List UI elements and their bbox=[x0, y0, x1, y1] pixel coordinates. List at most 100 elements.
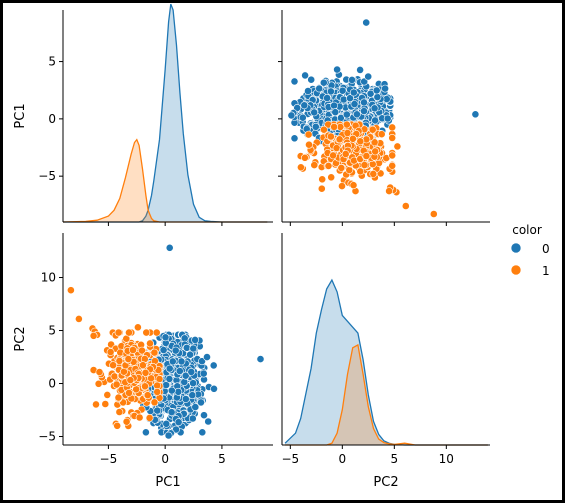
scatter-point-series-1 bbox=[337, 163, 346, 172]
scatter-point-series-1 bbox=[122, 417, 131, 426]
panel-pc1-diag-ytick-label: −5 bbox=[38, 169, 56, 183]
scatter-point-series-1 bbox=[150, 348, 159, 357]
scatter-point-series-1 bbox=[345, 166, 354, 174]
scatter-point-series-1 bbox=[329, 151, 337, 160]
scatter-point-series-0 bbox=[304, 87, 312, 95]
scatter-point-series-1 bbox=[349, 181, 358, 190]
scatter-point-series-0 bbox=[323, 94, 331, 102]
scatter-point-series-0 bbox=[200, 411, 208, 420]
scatter-point-series-1 bbox=[388, 161, 397, 170]
scatter-point-series-0 bbox=[373, 93, 382, 101]
scatter-point-series-1 bbox=[114, 393, 123, 402]
scatter-point-series-0 bbox=[174, 387, 183, 396]
scatter-point-series-0 bbox=[177, 357, 186, 366]
scatter-point-series-0 bbox=[189, 379, 197, 388]
scatter-point-series-1 bbox=[324, 161, 333, 170]
panel-pc2-vs-pc1-ytick-label: 10 bbox=[41, 271, 56, 285]
scatter-point-series-1 bbox=[103, 390, 112, 399]
scatter-point-series-0 bbox=[339, 95, 348, 104]
scatter-point-series-0 bbox=[167, 408, 176, 417]
panel-pc2-vs-pc1-ytick-label: 0 bbox=[48, 377, 56, 391]
scatter-point-series-0 bbox=[356, 66, 364, 74]
scatter-point-series-0 bbox=[188, 414, 197, 423]
scatter-point-series-0 bbox=[360, 107, 368, 115]
panel-pc1-diag-ytick-label: 0 bbox=[48, 112, 56, 126]
scatter-point-series-1 bbox=[75, 314, 83, 323]
scatter-point-series-0 bbox=[180, 378, 189, 386]
legend-title: color bbox=[512, 223, 542, 237]
scatter-point-series-0 bbox=[210, 384, 218, 393]
scatter-point-series-0 bbox=[256, 355, 265, 363]
x-axis-label-pc2: PC2 bbox=[373, 475, 398, 490]
scatter-point-series-1 bbox=[150, 398, 159, 407]
scatter-point-series-0 bbox=[311, 122, 320, 131]
scatter-point-series-0 bbox=[342, 110, 351, 119]
scatter-point-series-1 bbox=[305, 140, 313, 149]
scatter-point-series-1 bbox=[341, 150, 350, 158]
scatter-point-series-1 bbox=[141, 382, 149, 391]
scatter-point-series-1 bbox=[129, 346, 137, 354]
scatter-point-series-0 bbox=[346, 94, 354, 103]
scatter-point-series-1 bbox=[94, 379, 103, 388]
scatter-point-series-1 bbox=[133, 323, 142, 332]
scatter-point-series-1 bbox=[109, 361, 117, 370]
panel-pc2-vs-pc1-ytick-label: −5 bbox=[38, 430, 56, 444]
scatter-point-series-1 bbox=[115, 356, 124, 365]
scatter-point-series-0 bbox=[348, 76, 356, 84]
scatter-point-series-1 bbox=[332, 144, 341, 152]
scatter-point-series-0 bbox=[197, 398, 205, 407]
scatter-point-series-0 bbox=[172, 425, 180, 434]
scatter-point-series-0 bbox=[168, 357, 177, 366]
scatter-point-series-1 bbox=[370, 138, 379, 147]
scatter-point-series-0 bbox=[186, 350, 194, 359]
scatter-point-series-1 bbox=[377, 130, 386, 139]
panel-pc2-vs-pc1-xtick-label: 0 bbox=[161, 452, 169, 466]
scatter-point-series-1 bbox=[106, 348, 115, 356]
scatter-point-series-1 bbox=[388, 151, 397, 160]
scatter-point-series-1 bbox=[125, 328, 133, 337]
scatter-point-series-0 bbox=[352, 110, 361, 119]
scatter-point-series-0 bbox=[189, 344, 198, 353]
scatter-point-series-0 bbox=[164, 431, 173, 440]
scatter-point-series-1 bbox=[371, 147, 380, 156]
scatter-point-series-0 bbox=[162, 419, 171, 428]
scatter-point-series-1 bbox=[369, 169, 378, 178]
scatter-point-series-0 bbox=[187, 367, 196, 376]
scatter-point-series-0 bbox=[188, 391, 197, 400]
scatter-point-series-0 bbox=[290, 77, 299, 86]
panel-pc2-diag-xtick-label: −5 bbox=[281, 452, 299, 466]
scatter-point-series-1 bbox=[132, 385, 141, 394]
legend-marker-1 bbox=[510, 264, 522, 276]
scatter-point-series-0 bbox=[167, 386, 176, 395]
scatter-point-series-0 bbox=[315, 84, 324, 93]
scatter-point-series-1 bbox=[146, 339, 154, 348]
scatter-point-series-0 bbox=[372, 86, 381, 95]
scatter-point-series-1 bbox=[138, 361, 147, 370]
scatter-point-series-0 bbox=[333, 65, 341, 74]
scatter-point-series-1 bbox=[152, 328, 161, 337]
scatter-point-series-1 bbox=[110, 372, 119, 381]
scatter-point-series-0 bbox=[371, 116, 379, 125]
scatter-point-series-0 bbox=[287, 111, 296, 120]
scatter-point-series-1 bbox=[112, 380, 121, 389]
scatter-point-series-0 bbox=[471, 110, 480, 119]
scatter-point-series-1 bbox=[356, 137, 365, 146]
scatter-point-series-1 bbox=[145, 413, 154, 422]
scatter-point-series-1 bbox=[401, 202, 410, 210]
scatter-point-series-1 bbox=[101, 400, 110, 408]
y-axis-label-pc1: PC1 bbox=[13, 103, 28, 128]
scatter-point-series-0 bbox=[300, 101, 309, 110]
scatter-point-series-0 bbox=[204, 417, 213, 426]
scatter-point-series-1 bbox=[92, 400, 100, 409]
scatter-point-series-0 bbox=[326, 87, 335, 96]
scatter-point-series-1 bbox=[126, 376, 135, 384]
scatter-point-series-1 bbox=[124, 355, 133, 363]
scatter-point-series-1 bbox=[327, 173, 336, 182]
scatter-point-series-1 bbox=[115, 408, 124, 416]
scatter-point-series-1 bbox=[89, 331, 98, 340]
scatter-point-series-1 bbox=[348, 134, 357, 143]
scatter-point-series-0 bbox=[350, 100, 359, 108]
scatter-point-series-0 bbox=[381, 84, 389, 93]
scatter-point-series-0 bbox=[383, 114, 392, 123]
scatter-point-series-1 bbox=[153, 387, 162, 396]
